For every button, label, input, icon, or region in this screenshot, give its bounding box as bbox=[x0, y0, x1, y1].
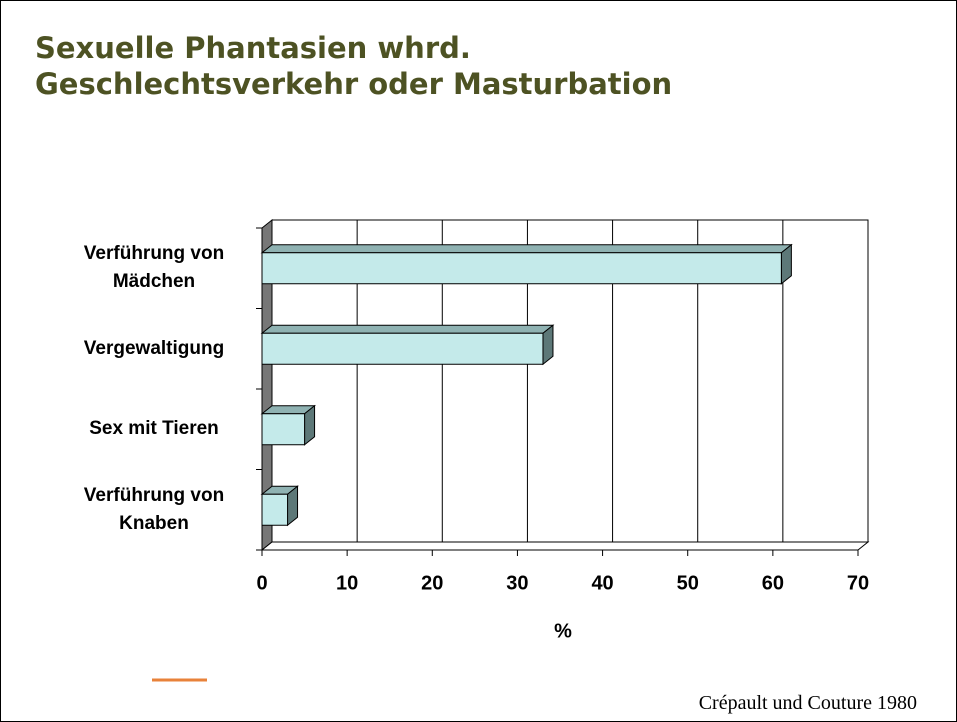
x-axis-label: % bbox=[554, 620, 572, 642]
bar-front bbox=[261, 252, 782, 285]
x-tick-label: 40 bbox=[591, 572, 613, 594]
floor bbox=[260, 541, 870, 551]
x-tick-label: 70 bbox=[847, 572, 869, 594]
bar bbox=[260, 485, 299, 527]
x-tick-label: 20 bbox=[421, 572, 443, 594]
bar-top bbox=[260, 324, 555, 334]
y-tick-label: Verführung von Knaben bbox=[83, 484, 225, 534]
x-tick-label: 30 bbox=[506, 572, 528, 594]
bar-front bbox=[261, 332, 544, 365]
y-tick-label: Vergewaltigung bbox=[83, 337, 225, 359]
source-note: Crépault und Couture 1980 bbox=[698, 692, 917, 714]
y-tick-label: Verführung von Mädchen bbox=[83, 243, 225, 293]
bar bbox=[260, 243, 793, 285]
x-tick-label: 10 bbox=[336, 572, 358, 594]
bar-front bbox=[261, 413, 306, 446]
bar bbox=[260, 404, 316, 446]
x-tick-label: 60 bbox=[762, 572, 784, 594]
x-tick-label: 0 bbox=[256, 572, 267, 594]
bar-front bbox=[261, 493, 289, 526]
y-tick-label: Sex mit Tieren bbox=[89, 418, 219, 440]
bar-top bbox=[260, 244, 793, 254]
chart-title: Sexuelle Phantasien whrd. Geschlechtsver… bbox=[35, 31, 673, 101]
bar bbox=[260, 324, 555, 366]
x-tick-label: 50 bbox=[677, 572, 699, 594]
